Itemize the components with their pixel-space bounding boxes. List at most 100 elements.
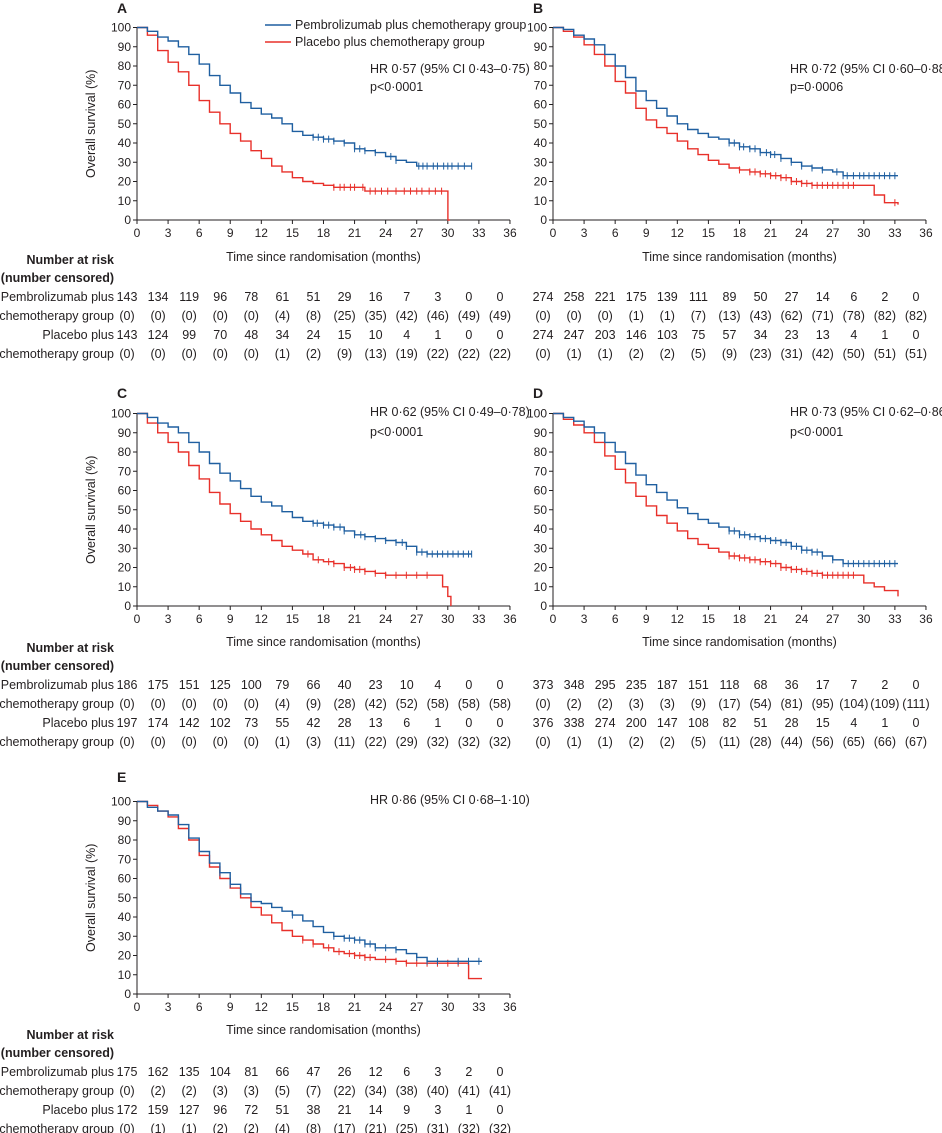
risk-count: 134 bbox=[148, 290, 169, 304]
risk-table-header: Number at risk bbox=[26, 253, 114, 267]
x-axis-label: Time since randomisation (months) bbox=[642, 250, 837, 264]
risk-count: (0) bbox=[150, 697, 165, 711]
x-tick-label: 9 bbox=[643, 226, 650, 240]
risk-count: (9) bbox=[337, 347, 352, 361]
risk-count: 96 bbox=[213, 1103, 227, 1117]
y-tick-label: 90 bbox=[118, 426, 132, 440]
x-tick-label: 15 bbox=[702, 612, 716, 626]
risk-count: (95) bbox=[812, 697, 834, 711]
risk-count: 142 bbox=[179, 716, 200, 730]
risk-count: (82) bbox=[874, 309, 896, 323]
hr-annotation: HR 0·86 (95% CI 0·68–1·10) bbox=[370, 793, 530, 807]
risk-count: 3 bbox=[434, 290, 441, 304]
y-tick-label: 20 bbox=[118, 949, 132, 963]
x-tick-label: 21 bbox=[764, 612, 778, 626]
x-axis-label: Time since randomisation (months) bbox=[226, 635, 421, 649]
risk-count: (0) bbox=[213, 309, 228, 323]
risk-count: 151 bbox=[688, 678, 709, 692]
risk-count: 1 bbox=[881, 328, 888, 342]
x-axis-label: Time since randomisation (months) bbox=[642, 635, 837, 649]
risk-count: 197 bbox=[117, 716, 138, 730]
x-tick-label: 3 bbox=[165, 1000, 172, 1014]
x-tick-label: 36 bbox=[919, 612, 933, 626]
risk-count: 376 bbox=[533, 716, 554, 730]
pembrolizumab-curve bbox=[137, 800, 482, 962]
risk-count: 135 bbox=[179, 1065, 200, 1079]
panel-letter: A bbox=[117, 0, 127, 16]
risk-count: 13 bbox=[816, 328, 830, 342]
risk-row-label: Placebo plus bbox=[42, 1103, 114, 1117]
x-tick-label: 30 bbox=[441, 612, 455, 626]
risk-count: (1) bbox=[182, 1122, 197, 1133]
x-tick-label: 33 bbox=[888, 226, 902, 240]
panel-letter: D bbox=[533, 385, 543, 401]
x-tick-label: 36 bbox=[919, 226, 933, 240]
risk-count: (4) bbox=[275, 309, 290, 323]
y-tick-label: 20 bbox=[534, 175, 548, 189]
x-tick-label: 21 bbox=[348, 1000, 362, 1014]
risk-count: 12 bbox=[369, 1065, 383, 1079]
y-tick-label: 100 bbox=[527, 407, 547, 421]
risk-count: 0 bbox=[465, 328, 472, 342]
risk-count: (0) bbox=[535, 309, 550, 323]
risk-count: 3 bbox=[434, 1103, 441, 1117]
risk-row-label: Pembrolizumab plus bbox=[1, 290, 114, 304]
risk-count: (1) bbox=[275, 735, 290, 749]
risk-count: (62) bbox=[781, 309, 803, 323]
risk-count: (0) bbox=[119, 347, 134, 361]
risk-count: (25) bbox=[396, 1122, 418, 1133]
y-tick-label: 0 bbox=[124, 987, 131, 1001]
risk-count: (0) bbox=[119, 697, 134, 711]
risk-count: 99 bbox=[182, 328, 196, 342]
y-tick-label: 70 bbox=[118, 852, 132, 866]
risk-count: (0) bbox=[244, 309, 259, 323]
y-tick-label: 10 bbox=[534, 580, 548, 594]
risk-count: (0) bbox=[119, 309, 134, 323]
x-tick-label: 24 bbox=[795, 226, 809, 240]
x-tick-label: 27 bbox=[826, 612, 840, 626]
x-tick-label: 30 bbox=[857, 226, 871, 240]
risk-count: 10 bbox=[400, 678, 414, 692]
risk-count: 175 bbox=[148, 678, 169, 692]
risk-count: (65) bbox=[843, 735, 865, 749]
hr-annotation: HR 0·57 (95% CI 0·43–0·75) bbox=[370, 62, 530, 76]
risk-count: 42 bbox=[307, 716, 321, 730]
risk-count: (2) bbox=[150, 1084, 165, 1098]
y-tick-label: 80 bbox=[118, 833, 132, 847]
risk-count: (44) bbox=[781, 735, 803, 749]
risk-count: (32) bbox=[489, 1122, 511, 1133]
x-tick-label: 15 bbox=[286, 612, 300, 626]
risk-count: 143 bbox=[117, 290, 138, 304]
y-tick-label: 80 bbox=[118, 445, 132, 459]
risk-count: (7) bbox=[306, 1084, 321, 1098]
x-tick-label: 24 bbox=[379, 1000, 393, 1014]
risk-count: (8) bbox=[306, 1122, 321, 1133]
x-tick-label: 9 bbox=[227, 1000, 234, 1014]
risk-count: (2) bbox=[182, 1084, 197, 1098]
y-tick-label: 30 bbox=[534, 541, 548, 555]
risk-count: (38) bbox=[396, 1084, 418, 1098]
hr-annotation: HR 0·73 (95% CI 0·62–0·86) bbox=[790, 405, 942, 419]
risk-count: (22) bbox=[458, 347, 480, 361]
risk-count: 103 bbox=[657, 328, 678, 342]
risk-count: (109) bbox=[870, 697, 899, 711]
y-tick-label: 40 bbox=[118, 522, 132, 536]
risk-count: 1 bbox=[434, 328, 441, 342]
x-tick-label: 0 bbox=[134, 612, 141, 626]
risk-count: 274 bbox=[595, 716, 616, 730]
y-tick-label: 60 bbox=[118, 98, 132, 112]
y-tick-label: 20 bbox=[534, 561, 548, 575]
x-tick-label: 36 bbox=[503, 226, 517, 240]
risk-count: (71) bbox=[812, 309, 834, 323]
risk-count: 0 bbox=[496, 1065, 503, 1079]
x-tick-label: 30 bbox=[857, 612, 871, 626]
risk-count: (32) bbox=[458, 735, 480, 749]
y-tick-label: 20 bbox=[118, 175, 132, 189]
hr-annotation: HR 0·72 (95% CI 0·60–0·88) bbox=[790, 62, 942, 76]
risk-count: (2) bbox=[660, 347, 675, 361]
risk-count: (9) bbox=[722, 347, 737, 361]
risk-count: (51) bbox=[874, 347, 896, 361]
risk-count: 338 bbox=[564, 716, 585, 730]
risk-count: (82) bbox=[905, 309, 927, 323]
